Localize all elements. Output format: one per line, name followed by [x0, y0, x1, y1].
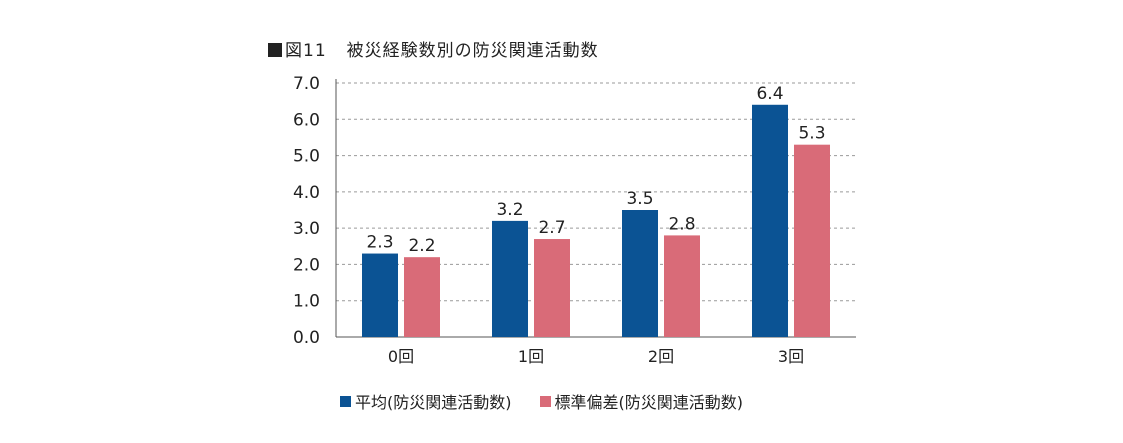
bar-stddev [534, 239, 570, 337]
bar-mean [362, 253, 398, 337]
data-label: 2.7 [538, 218, 565, 238]
y-tick-label: 5.0 [293, 147, 320, 167]
data-label: 2.2 [408, 236, 435, 256]
bar-stddev [664, 235, 700, 337]
legend-label-stddev: 標準偏差(防災関連活動数) [554, 393, 744, 412]
x-tick-label: 2回 [648, 347, 674, 366]
bar-mean [752, 104, 788, 338]
y-tick-label: 0.0 [293, 328, 320, 348]
legend-item-stddev: 標準偏差(防災関連活動数) [539, 389, 744, 413]
data-label: 3.5 [626, 189, 653, 209]
legend-swatch-stddev [539, 395, 551, 407]
title-text: 被災経験数別の防災関連活動数 [346, 41, 599, 61]
data-label: 5.3 [798, 124, 825, 144]
data-label: 2.8 [668, 214, 695, 234]
x-tick-label: 0回 [388, 347, 414, 366]
data-label: 3.2 [496, 200, 523, 220]
bar-mean [622, 210, 658, 337]
y-tick-label: 4.0 [293, 183, 320, 203]
legend-swatch-mean [340, 395, 351, 407]
y-tick-label: 6.0 [293, 110, 320, 130]
legend: 平均(防災関連活動数) 標準偏差(防災関連活動数) [340, 389, 771, 413]
y-tick-label: 7.0 [293, 74, 320, 94]
title-square-icon [268, 43, 282, 57]
legend-label-mean: 平均(防災関連活動数) [355, 393, 512, 412]
y-tick-label: 3.0 [293, 219, 320, 239]
data-label: 2.3 [366, 233, 393, 253]
bar-stddev [794, 144, 830, 337]
chart-title: 図11 被災経験数別の防災関連活動数 [268, 36, 599, 61]
legend-item-mean: 平均(防災関連活動数) [340, 389, 512, 413]
data-label: 6.4 [756, 84, 783, 104]
y-tick-label: 1.0 [293, 292, 320, 312]
bar-stddev [404, 257, 440, 337]
x-tick-label: 3回 [778, 347, 804, 366]
figure-label: 図11 [285, 41, 327, 61]
bar-mean [492, 220, 528, 337]
x-tick-label: 1回 [518, 347, 544, 366]
y-tick-label: 2.0 [293, 255, 320, 275]
